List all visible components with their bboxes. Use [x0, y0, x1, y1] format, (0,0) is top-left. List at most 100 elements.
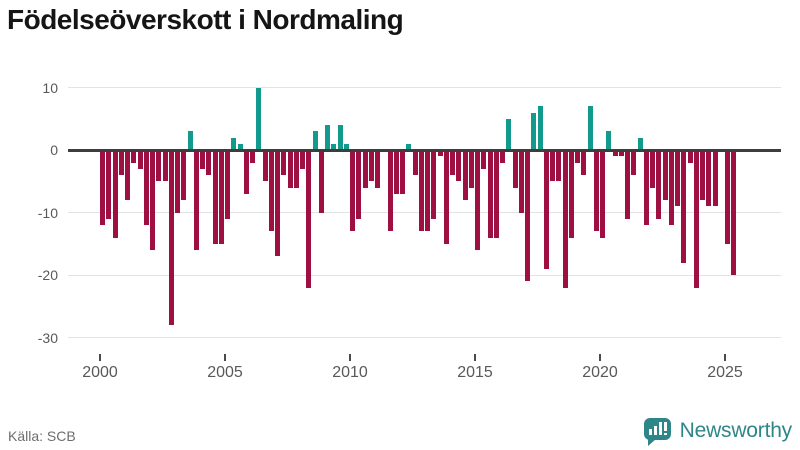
- bar: [618, 150, 624, 157]
- bar: [418, 150, 424, 232]
- y-axis-label: 10: [42, 79, 58, 96]
- bar: [137, 150, 143, 169]
- bar: [481, 150, 487, 169]
- bar: [212, 150, 218, 244]
- x-axis-tick: [599, 354, 601, 361]
- bar: [625, 150, 630, 219]
- bar: [556, 150, 562, 182]
- bar: [456, 150, 462, 182]
- bar: [256, 87, 262, 150]
- bar: [356, 150, 362, 219]
- bar: [681, 150, 687, 263]
- logo-bar-3: [658, 422, 662, 435]
- bar: [393, 150, 399, 194]
- bar: [275, 150, 280, 257]
- bar: [593, 150, 599, 232]
- bar: [700, 150, 705, 200]
- bar: [387, 150, 393, 232]
- bar: [218, 150, 224, 244]
- bar: [450, 150, 455, 175]
- gridline: [68, 337, 781, 338]
- x-axis-label: 2010: [332, 364, 368, 381]
- bar: [206, 150, 212, 175]
- bar: [143, 150, 149, 225]
- bar: [637, 137, 643, 150]
- bar: [725, 150, 730, 244]
- x-axis-tick: [99, 354, 101, 361]
- bar: [512, 150, 518, 188]
- bar: [187, 131, 193, 150]
- bar: [181, 150, 187, 200]
- newsworthy-wordmark: Newsworthy: [679, 419, 793, 442]
- zero-axis-line: [68, 148, 781, 152]
- bar: [168, 150, 174, 325]
- x-axis-tick: [724, 354, 726, 361]
- bar: [112, 150, 118, 238]
- bar: [731, 150, 737, 275]
- bar: [306, 150, 312, 288]
- bar: [687, 150, 693, 163]
- x-axis-tick: [474, 354, 476, 361]
- bar: [568, 150, 574, 238]
- bar: [600, 150, 605, 238]
- bar: [518, 150, 524, 213]
- bar: [493, 150, 499, 238]
- bar: [531, 112, 537, 150]
- bar: [543, 150, 549, 269]
- bar: [118, 150, 124, 175]
- logo-exclaim-bar: [663, 422, 667, 431]
- bar: [131, 150, 137, 163]
- gridline: [68, 212, 781, 213]
- bar: [312, 131, 318, 150]
- bar: [693, 150, 699, 288]
- bar: [537, 106, 543, 150]
- bar: [150, 150, 155, 250]
- bar: [100, 150, 105, 225]
- bar: [400, 150, 405, 194]
- logo-exclaim-dot: [663, 433, 667, 435]
- bar: [287, 150, 293, 188]
- bar: [500, 150, 505, 163]
- source-caption: Källa: SCB: [8, 428, 76, 444]
- bar: [125, 150, 130, 200]
- x-axis-label: 2000: [82, 364, 118, 381]
- x-axis-label: 2015: [457, 364, 493, 381]
- logo-bar-1: [648, 429, 652, 435]
- bar: [293, 150, 299, 188]
- bar: [350, 150, 355, 232]
- bar: [412, 150, 418, 175]
- gridline: [68, 87, 781, 88]
- x-axis-tick: [224, 354, 226, 361]
- bar: [525, 150, 530, 282]
- bar: [175, 150, 180, 213]
- bar: [193, 150, 199, 250]
- bar: [343, 143, 349, 150]
- newsworthy-icon: [643, 416, 672, 446]
- bar: [487, 150, 493, 238]
- bar: [706, 150, 712, 207]
- bar: [281, 150, 287, 175]
- bar: [443, 150, 449, 244]
- bar: [575, 150, 580, 163]
- bar: [662, 150, 668, 200]
- bar: [643, 150, 649, 225]
- bar: [362, 150, 368, 188]
- bar: [231, 137, 237, 150]
- bar: [437, 150, 443, 157]
- bar: [225, 150, 230, 219]
- bar: [668, 150, 674, 225]
- bar: [262, 150, 268, 182]
- bar: [368, 150, 374, 182]
- bar: [268, 150, 274, 232]
- bar: [106, 150, 112, 219]
- bar: [425, 150, 430, 232]
- bar: [675, 150, 680, 207]
- bar: [337, 125, 343, 150]
- speech-bubble-tail: [647, 439, 656, 446]
- bar: [550, 150, 555, 182]
- y-axis-label: -20: [37, 267, 58, 283]
- bar: [506, 118, 512, 150]
- bar: [650, 150, 655, 188]
